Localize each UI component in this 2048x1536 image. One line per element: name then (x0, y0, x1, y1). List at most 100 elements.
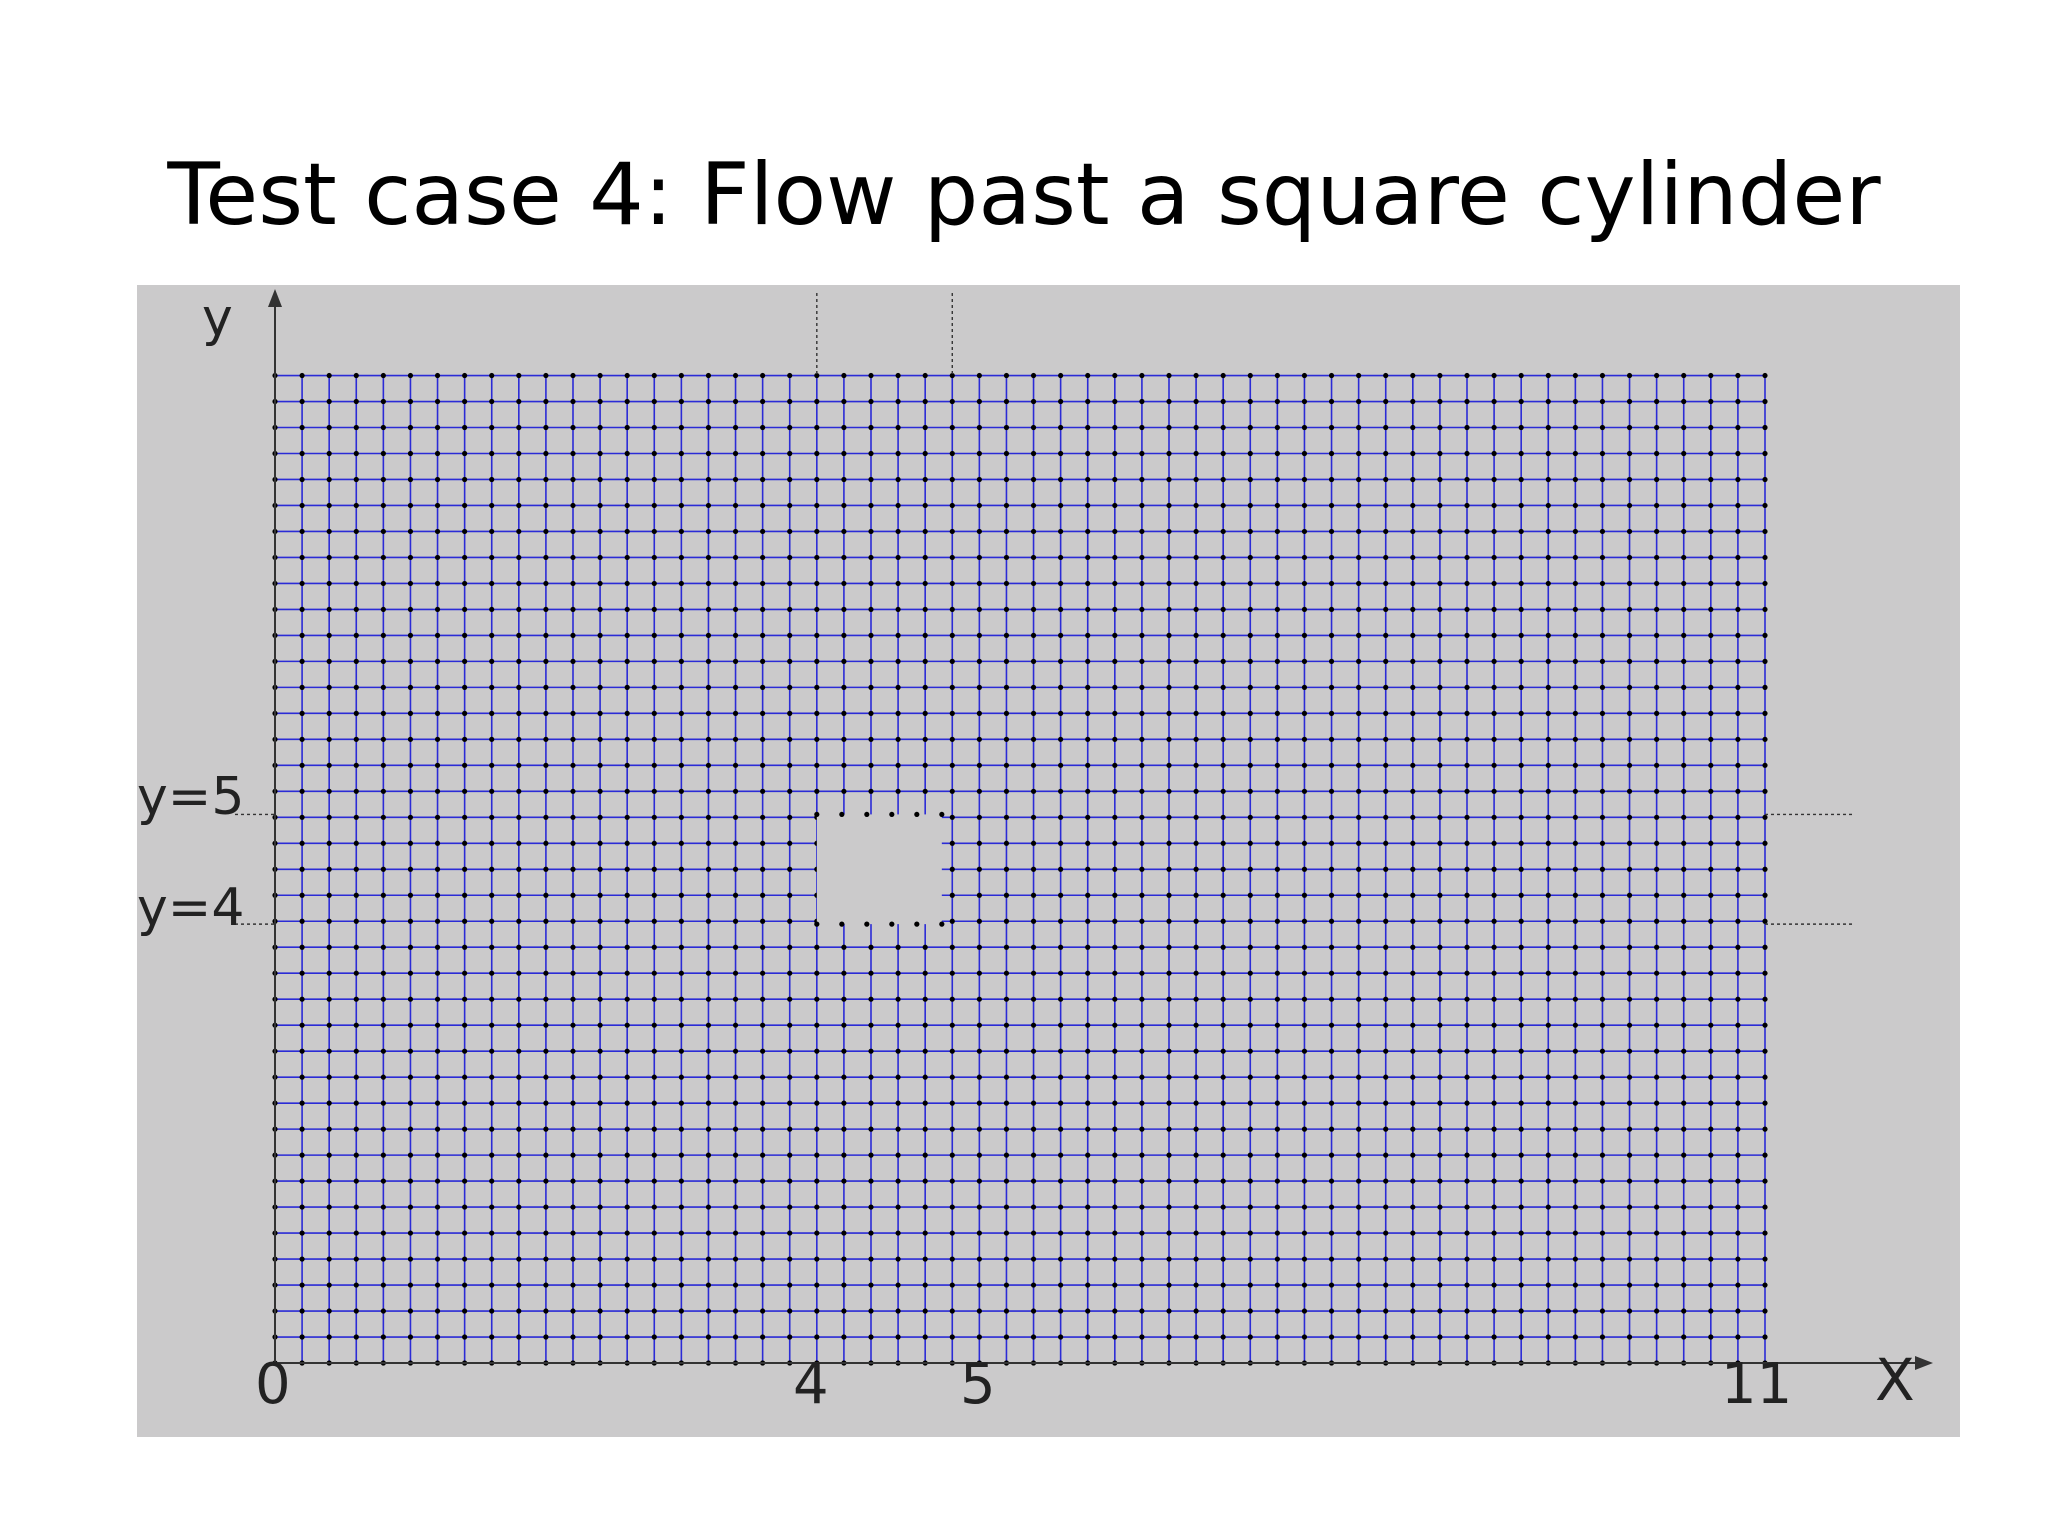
mesh-node (1112, 918, 1118, 924)
mesh-node (1328, 632, 1335, 638)
mesh-node (1356, 1308, 1362, 1314)
mesh-node (1356, 944, 1362, 950)
mesh-node (543, 1308, 549, 1314)
mesh-node (651, 892, 657, 898)
obstacle-node (839, 811, 845, 818)
mesh-node (624, 892, 630, 898)
mesh-node (624, 398, 630, 405)
mesh-node (462, 762, 468, 768)
mesh-node (1112, 554, 1118, 561)
mesh-node (1166, 424, 1172, 431)
mesh-node (976, 684, 982, 690)
mesh-node (407, 1022, 414, 1028)
mesh-node (1545, 1256, 1551, 1262)
mesh-node (1166, 1048, 1172, 1054)
mesh-node (1112, 1204, 1118, 1210)
y5-label: y=5 (137, 767, 244, 827)
mesh-node (1654, 1100, 1660, 1106)
mesh-node (922, 762, 928, 768)
mesh-node (516, 814, 522, 820)
mesh-node (516, 658, 522, 664)
mesh-node (732, 450, 739, 457)
mesh-node (732, 1074, 739, 1080)
mesh-node (380, 1100, 386, 1106)
mesh-node (922, 1256, 928, 1262)
mesh-node (1328, 1022, 1335, 1028)
mesh-node (732, 1126, 739, 1132)
mesh-node (1437, 1022, 1443, 1028)
mesh-node (1708, 1204, 1714, 1210)
x-tick-5: 5 (960, 1352, 996, 1417)
mesh-node (434, 450, 441, 457)
mesh-node (678, 632, 684, 638)
mesh-node (1762, 1152, 1768, 1158)
mesh-node (543, 580, 549, 587)
mesh-node (732, 684, 739, 690)
mesh-node (1166, 1126, 1172, 1132)
mesh-node (1518, 1074, 1524, 1080)
mesh-node (1328, 1334, 1335, 1340)
mesh-node (760, 788, 766, 794)
mesh-node (976, 866, 982, 872)
mesh-node (732, 788, 739, 794)
mesh-node (651, 710, 657, 716)
mesh-node (624, 450, 630, 457)
mesh-node (1518, 944, 1524, 950)
mesh-node (1681, 944, 1687, 950)
mesh-node (299, 372, 305, 379)
mesh-node (1626, 1204, 1633, 1210)
mesh-node (1247, 1126, 1253, 1132)
mesh-node (1518, 1126, 1524, 1132)
mesh-node (922, 970, 928, 976)
mesh-node (1708, 580, 1714, 587)
mesh-node (489, 866, 495, 872)
mesh-node (868, 372, 874, 379)
mesh-node (922, 788, 928, 794)
mesh-node (489, 762, 495, 768)
mesh-node (895, 1334, 901, 1340)
mesh-node (922, 1308, 928, 1314)
mesh-node (1030, 710, 1037, 716)
mesh-node (1003, 658, 1010, 664)
mesh-node (597, 502, 603, 509)
mesh-node (1220, 1256, 1226, 1262)
mesh-node (1247, 1256, 1253, 1262)
mesh-node (407, 684, 414, 690)
mesh-node (570, 970, 576, 976)
mesh-node (1708, 658, 1714, 664)
mesh-node (651, 736, 657, 742)
mesh-node (814, 528, 820, 535)
mesh-node (1383, 1178, 1389, 1184)
mesh-node (651, 372, 657, 379)
mesh-node (516, 632, 522, 638)
mesh-node (543, 398, 549, 405)
mesh-node (1762, 606, 1768, 613)
mesh-node (1220, 450, 1226, 457)
mesh-node (841, 1178, 847, 1184)
mesh-node (1085, 814, 1091, 820)
mesh-node (1383, 1204, 1389, 1210)
mesh-node (570, 1074, 576, 1080)
mesh-node (1518, 398, 1524, 405)
mesh-node (868, 1022, 874, 1028)
mesh-node (1654, 424, 1660, 431)
mesh-node (1735, 788, 1741, 794)
mesh-node (489, 1230, 495, 1236)
mesh-node (380, 918, 386, 924)
mesh-node (1193, 1308, 1199, 1314)
mesh-node (678, 580, 684, 587)
mesh-node (1085, 1334, 1091, 1340)
mesh-node (1626, 398, 1633, 405)
mesh-node (1383, 424, 1389, 431)
mesh-node (1085, 658, 1091, 664)
mesh-node (1572, 684, 1578, 690)
mesh-node (814, 658, 820, 664)
mesh-node (922, 996, 928, 1002)
mesh-node (1762, 996, 1768, 1002)
mesh-node (1437, 1334, 1443, 1340)
mesh-node (516, 476, 522, 483)
mesh-node (1356, 1204, 1362, 1210)
mesh-node (1274, 1126, 1280, 1132)
mesh-node (895, 658, 901, 664)
mesh-node (1518, 1048, 1524, 1054)
